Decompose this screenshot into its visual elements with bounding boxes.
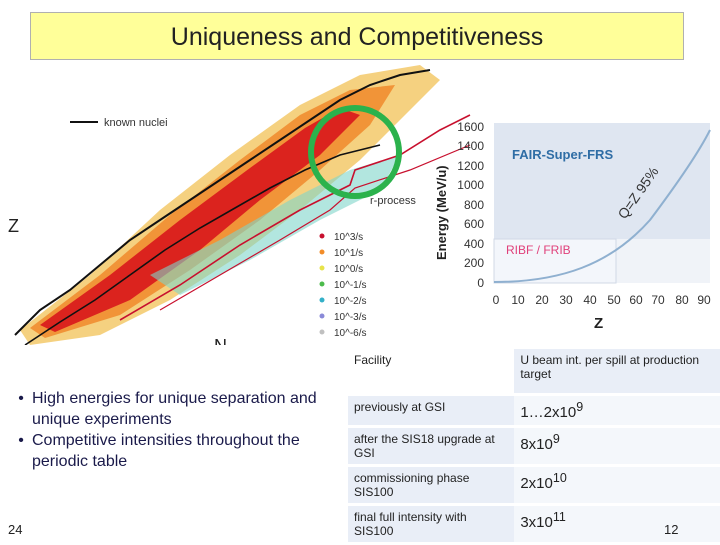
xtick-0: 0: [493, 293, 500, 307]
intensity-cell: 3x1011: [514, 506, 720, 542]
energy-yticks: 0 200 400 600 800 1000 1200 1400 1600: [457, 120, 484, 290]
bullet-text-0: High energies for unique separation and …: [32, 390, 317, 428]
table-row: after the SIS18 upgrade at GSI 8x109: [348, 428, 720, 464]
fair-label: FAIR-Super-FRS: [512, 147, 613, 162]
ribf-label: RIBF / FRIB: [506, 243, 571, 257]
rate-label-0: 10^3/s: [334, 232, 363, 243]
bullet-text-1: Competitive intensities throughout the p…: [32, 432, 300, 470]
xtick-7: 70: [651, 293, 665, 307]
intensity-cell: 2x1010: [514, 467, 720, 503]
xtick-6: 60: [629, 293, 643, 307]
intensity-cell: 1…2x109: [514, 396, 720, 425]
rate-legend: 10^3/s 10^1/s 10^0/s 10^-1/s 10^-2/s 10^…: [319, 232, 367, 339]
facility-cell: commissioning phase SIS100: [348, 467, 515, 503]
intensity-cell: 8x109: [514, 428, 720, 464]
bullet-item-1: • Competitive intensities throughout the…: [10, 430, 330, 472]
ytick-3: 600: [464, 217, 484, 231]
xtick-5: 50: [607, 293, 621, 307]
production-band-core: [40, 108, 360, 332]
header-facility: Facility: [348, 349, 515, 393]
table-row: previously at GSI 1…2x109: [348, 396, 720, 425]
ytick-1: 200: [464, 256, 484, 270]
axis-z-label: Z: [8, 216, 19, 236]
facility-cell: final full intensity with SIS100: [348, 506, 515, 542]
energy-ylabel: Energy (MeV/u): [434, 165, 449, 260]
known-nuclei-line: [14, 69, 431, 336]
ytick-5: 1000: [457, 178, 484, 192]
figure-area: known nuclei r-process Z N 10^3/s 10^1/s…: [8, 60, 711, 345]
page-number-left: 24: [8, 522, 23, 537]
table-row: commissioning phase SIS100 2x1010: [348, 467, 720, 503]
intensity-exp: 11: [552, 510, 566, 524]
intensity-base: 8x10: [520, 436, 553, 453]
xtick-8: 80: [675, 293, 689, 307]
rate-dot-1: [319, 249, 325, 255]
rate-dot-6: [319, 329, 325, 335]
rate-label-3: 10^-1/s: [334, 280, 367, 291]
xtick-2: 20: [535, 293, 549, 307]
rate-label-6: 10^-6/s: [334, 328, 367, 339]
ytick-8: 1600: [457, 120, 484, 134]
rate-label-5: 10^-3/s: [334, 312, 367, 323]
ytick-0: 0: [477, 276, 484, 290]
table-row: final full intensity with SIS100 3x1011: [348, 506, 720, 542]
intensity-exp: 9: [552, 432, 560, 446]
rate-dot-3: [319, 281, 325, 287]
rate-dot-5: [319, 313, 325, 319]
r-process-line: [119, 114, 471, 321]
energy-chart: FAIR-Super-FRS RIBF / FRIB Q=Z 95% 0 200…: [434, 120, 711, 332]
energy-xticks: 0 10 20 30 40 50 60 70 80 90: [493, 293, 711, 307]
title-box: Uniqueness and Competitiveness: [30, 12, 684, 60]
intensity-base: 3x10: [520, 514, 553, 531]
r-process-label: r-process: [370, 195, 416, 207]
intensity-base: 2x10: [520, 475, 553, 492]
bullet-list: • High energies for unique separation an…: [10, 388, 330, 472]
bullet-dot-icon: •: [18, 390, 24, 407]
bullet-dot-icon: •: [18, 432, 24, 449]
highlight-circle: [308, 105, 402, 199]
known-nuclei-line-lower: [24, 144, 381, 345]
q-curve: [493, 129, 711, 283]
r-process-line-2: [159, 144, 471, 311]
xtick-4: 40: [583, 293, 597, 307]
fair-region: [494, 123, 710, 239]
ytick-7: 1400: [457, 139, 484, 153]
header-intensity: U beam int. per spill at production targ…: [514, 349, 720, 393]
rate-dot-2: [319, 265, 325, 271]
axis-n-label: N: [214, 336, 227, 345]
energy-xlabel: Z: [594, 315, 603, 332]
xtick-3: 30: [559, 293, 573, 307]
facility-cell: after the SIS18 upgrade at GSI: [348, 428, 515, 464]
ytick-4: 800: [464, 198, 484, 212]
facility-table: Facility U beam int. per spill at produc…: [348, 346, 720, 545]
ytick-2: 400: [464, 237, 484, 251]
rate-label-4: 10^-2/s: [334, 296, 367, 307]
rate-dot-0: [319, 233, 325, 239]
rate-label-1: 10^1/s: [334, 248, 363, 259]
rate-dot-4: [319, 297, 325, 303]
known-nuclei-label: known nuclei: [104, 117, 168, 129]
intensity-exp: 9: [576, 400, 584, 414]
xtick-9: 90: [697, 293, 711, 307]
xtick-1: 10: [511, 293, 525, 307]
slide-title: Uniqueness and Competitiveness: [170, 23, 544, 51]
intensity-exp: 10: [552, 471, 567, 485]
page-number-right: 12: [664, 522, 679, 537]
intensity-base: 1…2x10: [520, 404, 577, 421]
bullet-item-0: • High energies for unique separation an…: [10, 388, 330, 430]
ytick-6: 1200: [457, 159, 484, 173]
facility-cell: previously at GSI: [348, 396, 515, 425]
table-header-row: Facility U beam int. per spill at produc…: [348, 349, 720, 393]
rate-label-2: 10^0/s: [334, 264, 363, 275]
